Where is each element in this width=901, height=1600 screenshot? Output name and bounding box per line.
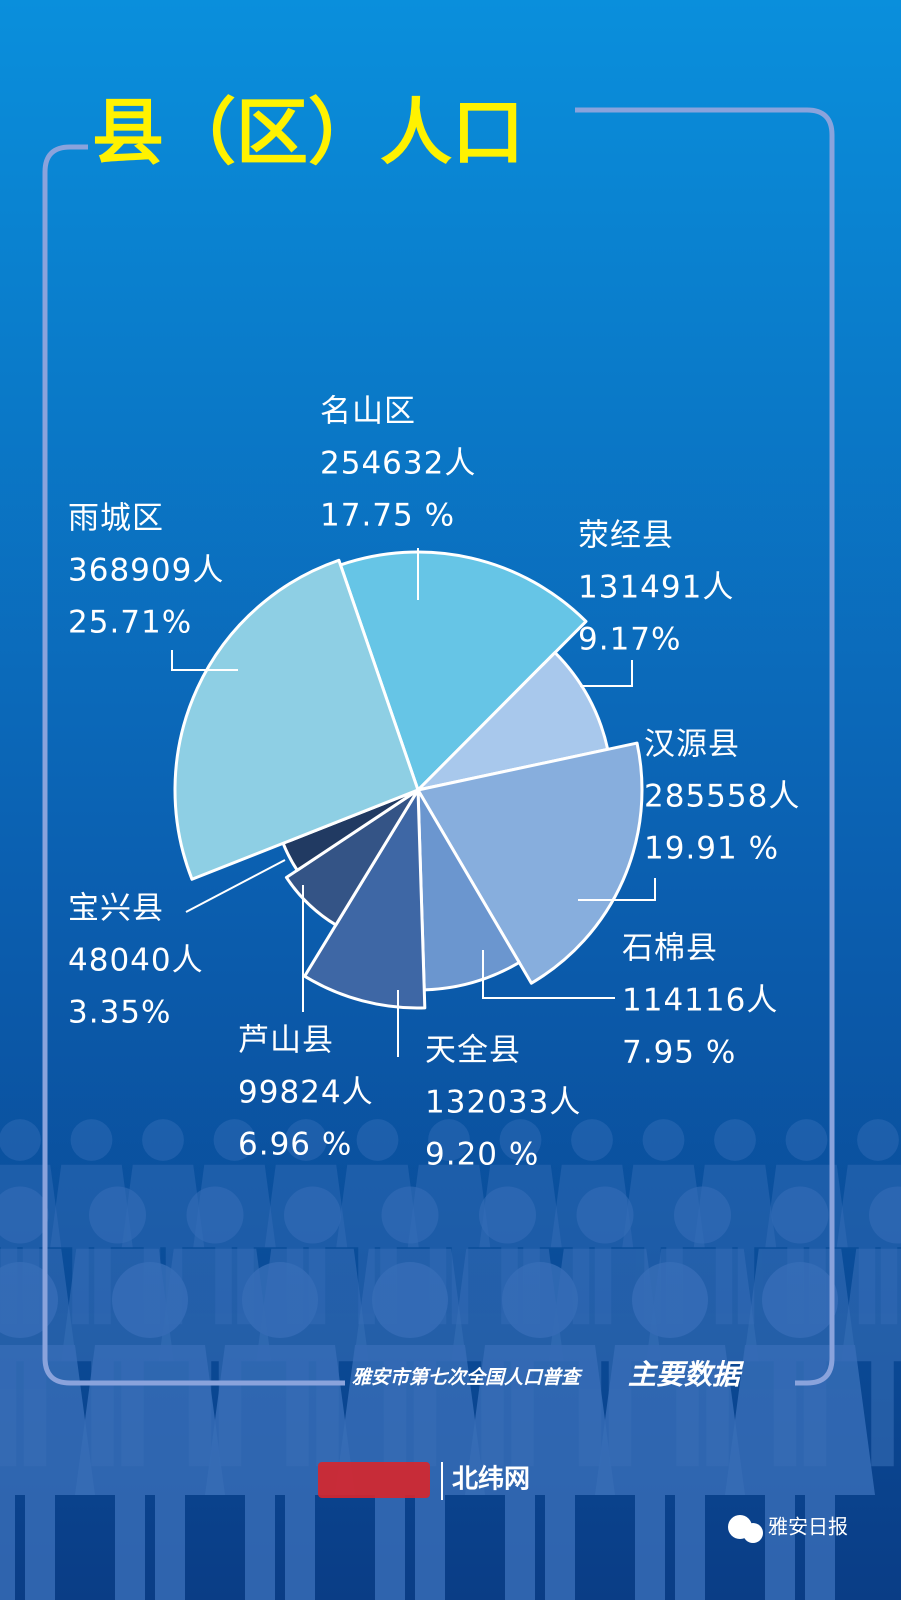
source: 雅安日报: [768, 1515, 848, 1539]
slice-count: 254632人: [320, 446, 476, 482]
leader-line: [482, 950, 615, 999]
pie-slice: [416, 741, 644, 985]
person-head: [381, 1186, 439, 1244]
logo: 北纬网: [452, 1464, 530, 1495]
person-head: [70, 1119, 113, 1161]
pie-slice: [416, 788, 521, 992]
person-head: [356, 1119, 399, 1161]
person: [75, 1262, 225, 1600]
pie: 名山区 254632人 17.75 % 荥经县 131491人 9.17% 汉源县 28555…: [68, 394, 800, 1173]
slice-name: 芦山县: [238, 1023, 334, 1059]
person-head: [762, 1262, 838, 1338]
people-silhouettes: [0, 1119, 901, 1600]
slice-name: 汉源县: [644, 727, 740, 763]
pie-slice: [173, 558, 420, 881]
person-head: [372, 1262, 448, 1338]
pie-slice: [339, 550, 588, 792]
person-head: [857, 1119, 899, 1161]
person-head: [869, 1186, 901, 1244]
person-head: [0, 1119, 41, 1161]
slice-count: 285558人: [644, 779, 800, 815]
slice-name: 雨城区: [68, 501, 164, 537]
leader-line: [185, 859, 286, 913]
person-body: [0, 1345, 95, 1600]
person-head: [714, 1119, 756, 1161]
slice-percent: 19.91 %: [644, 831, 779, 867]
person-body: [465, 1345, 615, 1600]
pie-slice: [416, 651, 610, 792]
slice-name: 名山区: [320, 394, 416, 430]
person-head: [674, 1186, 731, 1244]
newspaper-logo: [318, 1462, 430, 1498]
slice-name: 石棉县: [622, 931, 718, 967]
person-head: [499, 1119, 542, 1161]
person: [205, 1262, 355, 1600]
person-head: [576, 1186, 634, 1244]
slice-count: 131491人: [578, 570, 734, 606]
wechat-icon-2: [743, 1523, 763, 1543]
person-head: [632, 1262, 708, 1338]
person-head: [428, 1119, 470, 1161]
person-head: [186, 1186, 244, 1244]
slice-count: 368909人: [68, 553, 224, 589]
slice-percent: 9.17%: [578, 622, 681, 658]
person-head: [642, 1119, 685, 1161]
person-head: [142, 1119, 184, 1161]
person-head: [571, 1119, 613, 1161]
person: [595, 1262, 745, 1600]
person-head: [213, 1119, 256, 1161]
leader-line: [580, 660, 633, 687]
slice-percent: 17.75 %: [320, 498, 455, 534]
leader-line: [171, 650, 238, 671]
pie-slice: [303, 788, 427, 1010]
slice-name: 天全县: [425, 1033, 521, 1069]
person-body: [75, 1345, 225, 1600]
person: [725, 1262, 875, 1600]
person-head: [771, 1186, 829, 1244]
frame: [42, 107, 835, 1386]
person-head: [112, 1262, 188, 1338]
person-head: [479, 1186, 536, 1244]
person-head: [89, 1186, 146, 1244]
person: [465, 1262, 615, 1600]
person-head: [285, 1119, 327, 1161]
person-head: [284, 1186, 341, 1244]
person-body: [595, 1345, 745, 1600]
slice-percent: 25.71%: [68, 605, 192, 641]
person-body: [205, 1345, 355, 1600]
slice-count: 99824人: [238, 1075, 374, 1111]
footer-highlight: 主要数据: [628, 1358, 745, 1391]
slice-count: 48040人: [68, 943, 204, 979]
leader-line: [578, 878, 656, 901]
slice-percent: 6.96 %: [238, 1127, 352, 1163]
slice-percent: 9.20 %: [425, 1137, 539, 1173]
slice-percent: 3.35%: [68, 995, 171, 1031]
slice-count: 114116人: [622, 983, 778, 1019]
person-head: [0, 1186, 49, 1244]
slice-name: 宝兴县: [68, 891, 164, 927]
slice-percent: 7.95 %: [622, 1035, 736, 1071]
slice-name: 荥经县: [578, 518, 674, 554]
person: [841, 1186, 901, 1467]
person-head: [242, 1262, 318, 1338]
person-body: [725, 1345, 875, 1600]
footer-subtitle: 雅安市第七次全国人口普查: [352, 1367, 583, 1389]
pie-slice: [284, 788, 420, 927]
slice-count: 132033人: [425, 1085, 581, 1121]
person-head: [502, 1262, 578, 1338]
person-head: [785, 1119, 828, 1161]
title: 县（区）人口: [92, 91, 524, 175]
person-body: [841, 1248, 901, 1467]
